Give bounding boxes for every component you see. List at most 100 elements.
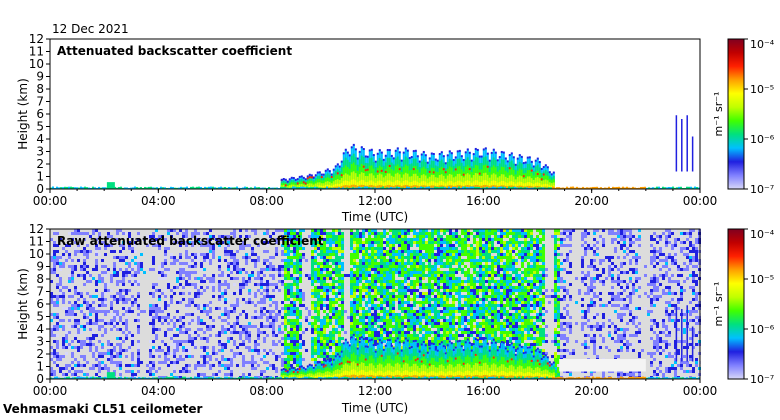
- cloud-cell: [496, 182, 499, 189]
- raw-cell: [365, 340, 368, 343]
- surface-cell: [480, 187, 482, 189]
- raw-cell: [383, 262, 386, 265]
- raw-cell: [326, 295, 329, 298]
- raw-cell: [218, 298, 221, 301]
- raw-cell: [335, 250, 338, 253]
- raw-cell: [389, 316, 392, 319]
- raw-cell: [68, 331, 71, 334]
- raw-cell: [410, 262, 413, 265]
- raw-cell: [128, 349, 131, 352]
- cloud-cell: [390, 181, 393, 189]
- raw-cell: [392, 259, 395, 262]
- raw-cell: [254, 304, 257, 307]
- surface-cell: [512, 186, 514, 189]
- raw-cell: [359, 265, 362, 268]
- raw-cell: [194, 337, 197, 340]
- raw-cell: [296, 331, 299, 334]
- raw-cell: [326, 340, 329, 343]
- raw-cell: [320, 253, 323, 256]
- raw-cell: [401, 280, 404, 283]
- raw-cell: [335, 235, 338, 238]
- surface-cell: [608, 186, 610, 189]
- raw-cell: [338, 274, 341, 277]
- raw-cell: [254, 310, 257, 313]
- raw-cell: [239, 343, 242, 346]
- raw-cell: [83, 265, 86, 268]
- raw-cell: [50, 319, 53, 322]
- raw-cell: [116, 313, 119, 316]
- surface-cell: [640, 186, 642, 189]
- raw-cell: [116, 328, 119, 331]
- raw-cell: [74, 370, 77, 373]
- raw-cell: [287, 322, 290, 325]
- raw-cell: [356, 229, 359, 232]
- raw-cell: [326, 322, 329, 325]
- raw-cell: [302, 256, 305, 259]
- cloud-edge-cell: [540, 167, 543, 170]
- raw-cell: [323, 352, 326, 355]
- surface-cell: [252, 187, 254, 189]
- cloud-edge-cell: [356, 157, 359, 160]
- raw-cell: [407, 283, 410, 286]
- raw-cell: [128, 271, 131, 274]
- raw-cell: [266, 280, 269, 283]
- raw-cell: [104, 244, 107, 247]
- surface-cell: [338, 187, 340, 189]
- raw-cell: [323, 238, 326, 241]
- raw-cell: [314, 322, 317, 325]
- raw-cell: [119, 298, 122, 301]
- cloud-cell: [476, 180, 479, 189]
- raw-cell: [62, 247, 65, 250]
- raw-cell: [338, 280, 341, 283]
- raw-cell: [260, 283, 263, 286]
- raw-cell: [260, 370, 263, 373]
- cloud-cell: [526, 182, 529, 189]
- raw-cell: [284, 241, 287, 244]
- raw-cell: [116, 355, 119, 358]
- cloud-cell: [344, 185, 347, 189]
- raw-cell: [389, 274, 392, 277]
- raw-cell: [116, 256, 119, 259]
- raw-cell: [395, 253, 398, 256]
- surface-cell: [558, 187, 560, 189]
- raw-cell: [338, 259, 341, 262]
- raw-cell: [119, 319, 122, 322]
- raw-cell: [149, 355, 152, 358]
- raw-cell: [227, 274, 230, 277]
- raw-cell: [392, 280, 395, 283]
- raw-cell: [419, 268, 422, 271]
- raw-cell: [215, 238, 218, 241]
- raw-cell: [374, 265, 377, 268]
- heatmap-bottom: [50, 229, 701, 379]
- raw-cell: [197, 307, 200, 310]
- raw-cell: [299, 361, 302, 364]
- surface-cell: [616, 186, 618, 189]
- raw-cell: [368, 274, 371, 277]
- raw-cell: [398, 232, 401, 235]
- raw-cell: [167, 358, 170, 361]
- raw-cell: [308, 322, 311, 325]
- raw-cell: [353, 328, 356, 331]
- surface-cell: [444, 187, 446, 189]
- raw-cell: [128, 310, 131, 313]
- raw-cell: [161, 235, 164, 238]
- raw-cell: [362, 310, 365, 313]
- raw-cell: [329, 310, 332, 313]
- raw-cell: [290, 244, 293, 247]
- raw-cell: [350, 286, 353, 289]
- raw-cell: [338, 238, 341, 241]
- raw-cell: [62, 367, 65, 370]
- raw-cell: [269, 268, 272, 271]
- raw-cell: [422, 274, 425, 277]
- cloud-edge-cell: [426, 161, 429, 164]
- raw-cell: [206, 253, 209, 256]
- raw-cell: [386, 289, 389, 292]
- raw-cell: [293, 325, 296, 328]
- raw-cell: [92, 229, 95, 232]
- y-tick-label: 5: [36, 120, 44, 134]
- raw-cell: [395, 313, 398, 316]
- raw-cell: [245, 229, 248, 232]
- raw-cell: [380, 259, 383, 262]
- raw-cell: [212, 289, 215, 292]
- surface-cell: [492, 186, 494, 189]
